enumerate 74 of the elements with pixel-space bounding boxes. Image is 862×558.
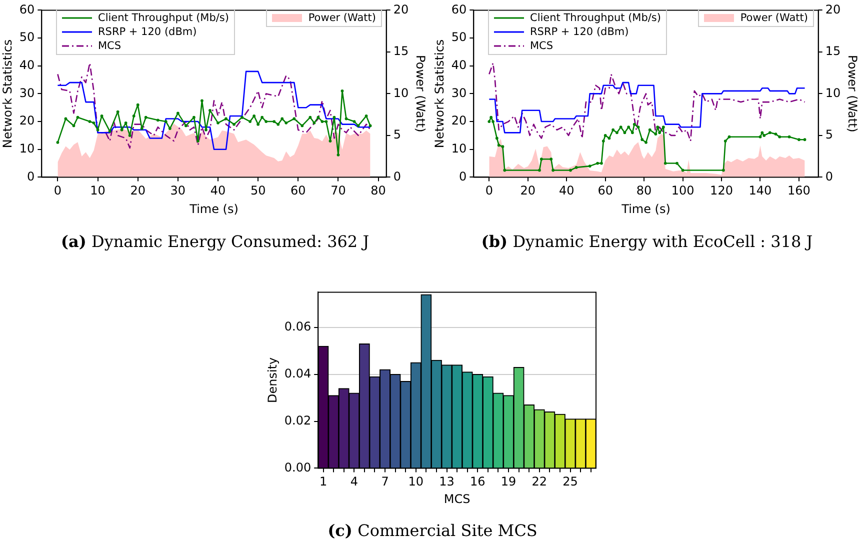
x-tick-label: 100 [671,184,694,198]
y2-axis-title: Power (Watt) [846,55,860,132]
legend-label: Client Throughput (Mb/s) [530,11,661,25]
y-axis-title: Network Statistics [432,39,446,148]
y-tick-label: 0.02 [284,413,312,428]
y-tick-label: 60 [19,2,35,16]
x-tick-label: 16 [470,474,486,489]
x-tick-label: 0 [54,184,62,198]
x-tick-label: 20 [520,184,536,198]
text: (a) Dynamic Energy Consumed: 362 J [60,232,370,251]
y-tick-label: 50 [19,30,35,44]
y-tick-label: 30 [19,86,35,100]
x-tick-label: 80 [636,184,652,198]
y-tick-label: 10 [451,141,467,156]
x-tick-label: 4 [350,474,358,489]
text: (b) Dynamic Energy with EcoCell : 318 J [481,232,813,251]
y2-tick-label: 15 [825,44,841,58]
legend-label: Power (Watt) [308,11,376,25]
y-tick-label: 40 [19,58,35,72]
x-tick-label: 13 [439,474,454,489]
line-series [488,62,806,142]
x-tick-label: 19 [500,474,516,489]
y-tick-label: 0.04 [284,366,312,380]
x-tick-label: 40 [210,184,226,198]
x-axis-title: Time (s) [620,202,670,216]
x-tick-label: 80 [370,184,386,198]
x-tick-label: 120 [710,184,733,198]
text: (c) Commercial Site MCS [328,521,538,540]
y2-tick-label: 0 [825,169,833,184]
x-tick-label: 160 [788,184,810,198]
legend-label: RSRP + 120 (dBm) [530,25,629,39]
y2-tick-label: 10 [825,86,841,100]
x-axis-title: MCS [444,492,470,506]
y2-tick-label: 20 [825,2,841,16]
y2-tick-label: 5 [393,128,401,142]
y2-tick-label: 20 [393,2,409,16]
legend-label: RSRP + 120 (dBm) [98,25,197,39]
legend-label: Client Throughput (Mb/s) [98,11,229,25]
x-tick-label: 60 [598,184,613,198]
x-tick-label: 70 [330,184,346,198]
x-tick-label: 10 [408,474,424,489]
y-axis-title: Density [265,357,280,404]
legend-label: MCS [98,39,122,53]
y-tick-label: 50 [451,30,467,44]
x-tick-label: 20 [130,184,146,198]
y2-tick-label: 5 [825,128,833,142]
y-tick-label: 10 [19,141,35,156]
legend-label: Power (Watt) [740,11,808,25]
x-axis-title: Time (s) [188,202,238,216]
x-tick-label: 50 [250,184,266,198]
y2-tick-label: 10 [393,86,409,100]
y-tick-label: 0.06 [284,320,312,334]
y-tick-label: 20 [19,114,35,128]
x-tick-label: 140 [748,184,772,198]
y-tick-label: 0 [27,169,35,184]
y-axis-title: Network Statistics [0,39,14,148]
y-tick-label: 0.00 [284,460,312,474]
legend-label: MCS [530,39,554,53]
y-tick-label: 60 [451,2,467,16]
x-tick-label: 0 [485,184,493,198]
y-tick-label: 30 [451,86,467,100]
y-tick-label: 0 [459,169,467,184]
y2-axis-title: Power (Watt) [414,55,428,132]
x-tick-label: 1 [319,474,328,489]
x-tick-label: 10 [90,184,106,198]
x-tick-label: 22 [532,474,548,489]
x-tick-label: 40 [558,184,574,198]
y2-tick-label: 15 [393,44,409,58]
y-tick-label: 40 [451,58,467,72]
y2-tick-label: 0 [393,169,401,184]
x-tick-label: 25 [562,474,578,489]
y-tick-label: 20 [451,114,467,128]
x-tick-label: 30 [170,184,186,198]
x-tick-label: 7 [381,474,389,489]
